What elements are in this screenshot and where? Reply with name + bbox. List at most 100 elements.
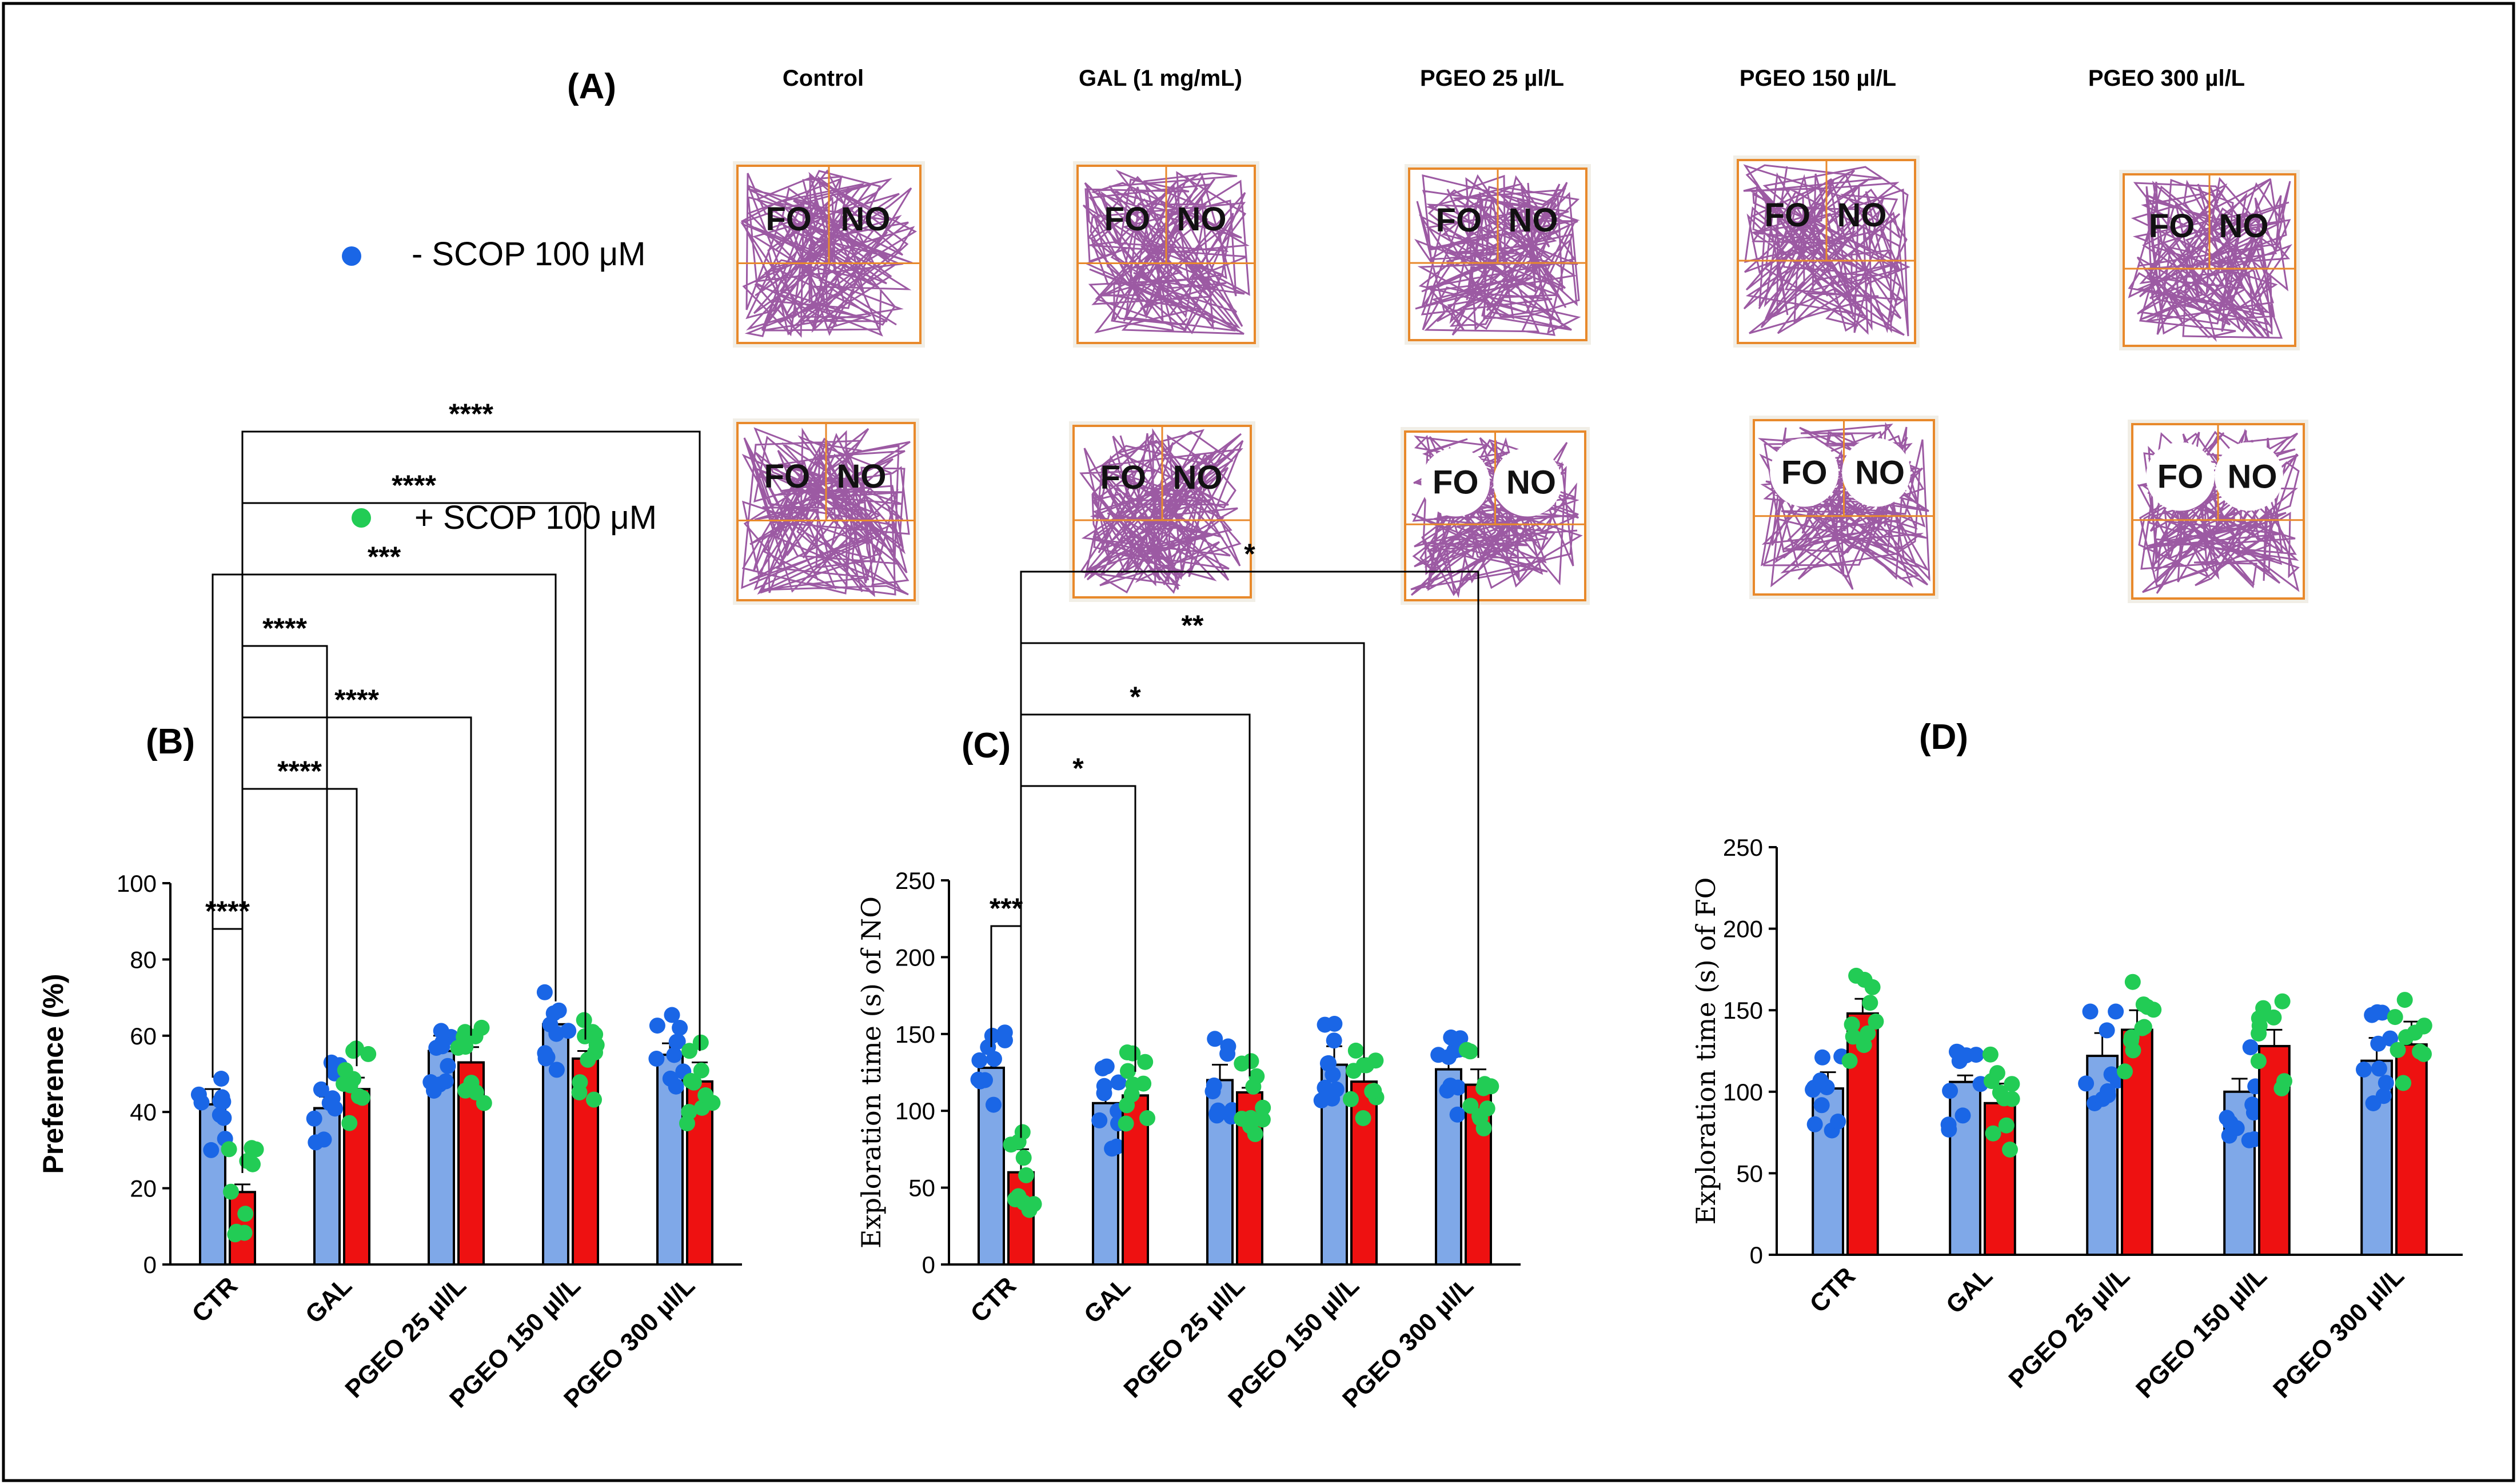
significance-label-0: ***: [990, 892, 1023, 924]
data-point: [662, 1070, 679, 1087]
data-point: [1996, 1090, 2012, 1107]
y-tick-label: 150: [895, 1021, 935, 1048]
data-point: [1254, 1111, 1271, 1128]
data-point: [1206, 1077, 1222, 1094]
y-axis-label: Exploration time (s) of NO: [856, 896, 887, 1248]
data-point: [1014, 1124, 1031, 1140]
track-plot-1: FO NO: [1073, 161, 1259, 348]
data-point: [321, 1095, 338, 1111]
data-point: [986, 1051, 1002, 1067]
fo-label: FO: [1765, 197, 1811, 234]
no-label: NO: [2219, 208, 2269, 245]
data-point: [548, 1062, 565, 1078]
data-point: [980, 1039, 996, 1055]
data-point: [1364, 1083, 1381, 1100]
y-tick-label: 40: [130, 1099, 157, 1126]
significance-label-4: *: [1244, 538, 1255, 570]
fo-label: FO: [2157, 458, 2204, 496]
bar-1-2: [2121, 1028, 2153, 1256]
y-tick-label: 250: [895, 867, 935, 894]
data-point: [694, 1100, 710, 1116]
data-point: [1868, 1013, 1884, 1030]
track-path: [1743, 164, 1910, 337]
significance-bracket-4: [212, 573, 557, 1078]
data-point: [1094, 1060, 1111, 1076]
data-point: [1104, 1140, 1120, 1157]
significance-label-3: **: [1182, 609, 1204, 641]
data-point: [2387, 1009, 2403, 1026]
data-point: [2378, 1075, 2394, 1091]
data-point: [223, 1183, 239, 1200]
data-point: [971, 1052, 988, 1068]
data-point: [1941, 1122, 1957, 1138]
no-label: NO: [1506, 464, 1556, 501]
data-point: [190, 1086, 207, 1103]
column-header-control: Control: [783, 66, 864, 91]
bar-0-4: [1435, 1068, 1462, 1266]
track-plot-2: FO NO: [1405, 164, 1591, 345]
data-point: [2250, 1053, 2267, 1070]
track-plot-7: FO NO: [1401, 427, 1590, 605]
y-tick-label: 20: [130, 1175, 157, 1202]
data-point: [666, 1047, 683, 1063]
data-point: [664, 1007, 680, 1023]
data-point: [1137, 1054, 1154, 1070]
no-label: NO: [1173, 459, 1223, 496]
data-point: [426, 1083, 442, 1099]
significance-label-2: ****: [334, 684, 379, 716]
data-point: [1324, 1090, 1341, 1107]
significance-label-1: ****: [277, 755, 322, 787]
data-point: [350, 1088, 367, 1104]
data-point: [1954, 1107, 1971, 1124]
data-point: [2396, 992, 2413, 1008]
data-point: [1860, 1025, 1876, 1042]
data-point: [1245, 1078, 1262, 1095]
no-label: NO: [1855, 454, 1905, 492]
data-point: [1119, 1044, 1135, 1060]
data-point: [1125, 1076, 1142, 1093]
data-point: [1998, 1117, 2015, 1134]
significance-label-2: *: [1130, 681, 1141, 713]
data-point: [313, 1081, 329, 1098]
data-point: [306, 1110, 322, 1127]
data-point: [1317, 1016, 1333, 1033]
bar-0-1: [313, 1107, 341, 1266]
no-label: NO: [841, 201, 891, 238]
data-point: [212, 1092, 229, 1109]
data-point: [1845, 1028, 1861, 1045]
data-point: [1234, 1055, 1250, 1072]
data-point: [1949, 1043, 1965, 1060]
track-plot-8: FO NO: [1749, 416, 1938, 599]
track-column-headers: Control GAL (1 mg/mL) PGEO 25 µl/L PGEO …: [783, 66, 2245, 91]
no-label: NO: [1837, 197, 1887, 234]
data-point: [2099, 1022, 2115, 1039]
data-point: [1255, 1099, 1271, 1116]
data-point: [1430, 1047, 1447, 1063]
y-tick-label: 250: [1723, 834, 1763, 861]
significance-label-6: ****: [449, 398, 493, 430]
data-point: [1814, 1049, 1830, 1066]
data-point: [2004, 1076, 2020, 1092]
y-tick-label: 50: [1736, 1160, 1763, 1187]
data-point: [476, 1095, 492, 1111]
fo-label: FO: [1100, 459, 1147, 496]
data-point: [648, 1051, 665, 1067]
data-point: [685, 1074, 702, 1091]
y-axis-label: Preference (%): [37, 974, 69, 1174]
y-tick-label: 100: [895, 1098, 935, 1124]
panel-label-c: (C): [962, 726, 1011, 765]
data-point: [697, 1087, 714, 1103]
data-point: [2265, 1009, 2282, 1026]
data-point: [2416, 1018, 2432, 1034]
track-path: [2128, 177, 2293, 342]
legend-marker-minus: [342, 246, 361, 266]
data-point: [1139, 1110, 1155, 1126]
data-point: [1010, 1188, 1027, 1204]
data-point: [2371, 1060, 2387, 1077]
track-plot-3: FO NO: [1733, 155, 1920, 348]
data-point: [679, 1115, 695, 1132]
data-point: [1844, 1016, 1860, 1033]
data-point: [996, 1024, 1013, 1041]
fo-object-zone: [1770, 438, 1839, 507]
